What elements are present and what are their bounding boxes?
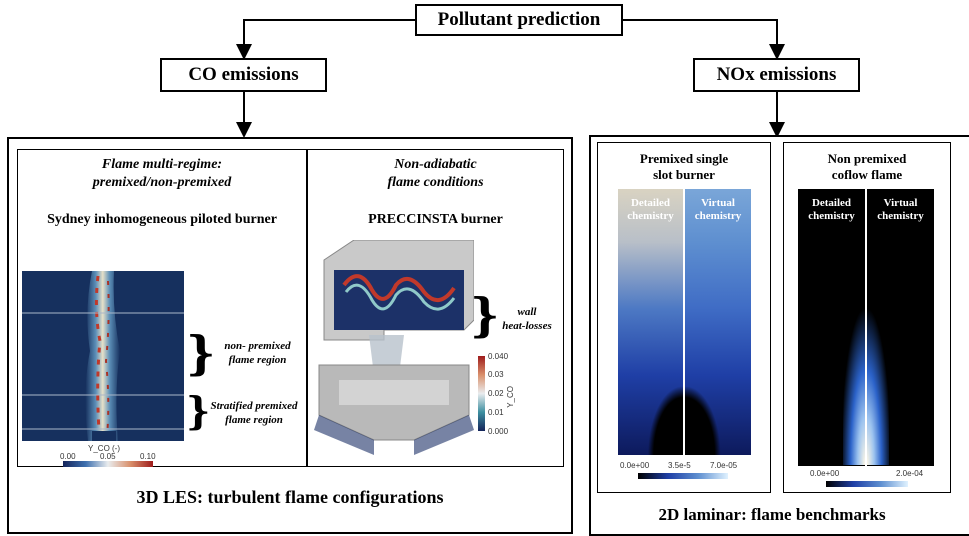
colorbar-tick: 0.0e+00: [810, 469, 840, 478]
sydney-burner-panel: Flame multi-regime: premixed/non-premixe…: [17, 149, 307, 467]
wall-annotation-line2: heat-losses: [502, 320, 552, 332]
detailed-chemistry-field: [618, 189, 683, 455]
curly-brace-icon: }: [186, 388, 211, 433]
virtual-chemistry-label-line2: chemistry: [877, 210, 924, 222]
divider-line: [865, 189, 867, 466]
panel-title-line2: premixed/non-premixed: [92, 175, 232, 190]
colorbar-tick: 0.05: [100, 452, 116, 461]
sydney-burner-name: Sydney inhomogeneous piloted burner: [47, 212, 277, 227]
nox-emissions-label: NOx emissions: [716, 64, 837, 85]
preccinsta-burner-panel: Non-adiabatic flame conditions PRECCINST…: [307, 149, 564, 467]
colorbar: [826, 481, 908, 487]
colorbar-tick: 0.040: [488, 352, 509, 361]
virtual-chemistry-label-line2: chemistry: [694, 210, 742, 222]
virtual-chemistry-label-line1: Virtual: [883, 197, 918, 209]
co-emissions-box: CO emissions: [160, 58, 327, 92]
colorbar-tick: 0.000: [488, 427, 509, 436]
virtual-chemistry-field: [685, 189, 751, 455]
curly-brace-icon: }: [186, 326, 216, 380]
curly-brace-icon: }: [470, 288, 500, 342]
co-section-caption: 3D LES: turbulent flame configurations: [136, 487, 444, 507]
colorbar-title: Y_CO (-): [88, 444, 120, 453]
detailed-chemistry-field: [798, 189, 865, 466]
panel-title-line1: Premixed single: [639, 151, 729, 166]
colorbar-tick: 3.5e-5: [668, 461, 691, 470]
preccinsta-burner-name: PRECCINSTA burner: [368, 212, 503, 227]
premixed-slot-burner-panel: Premixed single slot burner Detailed che…: [597, 142, 771, 493]
pollutant-prediction-box: Pollutant prediction: [415, 4, 623, 36]
colorbar-tick: 0.03: [488, 370, 504, 379]
stratified-annotation-line2: flame region: [225, 414, 283, 426]
virtual-chemistry-label-line1: Virtual: [701, 197, 735, 209]
non-premixed-annotation-line2: flame region: [228, 354, 287, 366]
divider-line: [683, 189, 685, 455]
panel-title-line1: Non-adiabatic: [394, 157, 477, 172]
colorbar: [638, 473, 728, 479]
panel-title-line1: Non premixed: [827, 151, 907, 166]
detailed-chemistry-label-line2: chemistry: [627, 210, 674, 222]
panel-title-line1: Flame multi-regime:: [101, 157, 223, 172]
colorbar-tick: 0.01: [488, 408, 504, 417]
panel-title-line2: flame conditions: [387, 175, 484, 190]
panel-title-line2: slot burner: [653, 167, 715, 182]
colorbar-tick: 7.0e-05: [710, 461, 738, 470]
virtual-chemistry-field: [867, 189, 934, 466]
coflow-flame-panel: Non premixed coflow flame Detailed chemi…: [783, 142, 951, 493]
nox-section-container: Premixed single slot burner Detailed che…: [589, 135, 969, 536]
nox-emissions-box: NOx emissions: [693, 58, 860, 92]
colorbar: [478, 356, 485, 431]
panel-title-line2: coflow flame: [831, 167, 903, 182]
non-premixed-annotation-line1: non- premixed: [224, 340, 291, 352]
colorbar-tick: 0.0e+00: [620, 461, 650, 470]
colorbar-tick: 2.0e-04: [896, 469, 924, 478]
preccinsta-les-field: [314, 240, 474, 455]
co-section-container: Flame multi-regime: premixed/non-premixe…: [7, 137, 573, 534]
colorbar-title: Y_CO: [506, 386, 515, 408]
colorbar-tick: 0.00: [60, 452, 76, 461]
nox-section-caption: 2D laminar: flame benchmarks: [658, 505, 886, 524]
sydney-les-field: [22, 271, 184, 441]
colorbar-tick: 0.02: [488, 389, 504, 398]
pollutant-prediction-label: Pollutant prediction: [437, 9, 601, 30]
wall-annotation-line1: wall: [517, 306, 537, 318]
detailed-chemistry-label-line2: chemistry: [808, 210, 855, 222]
stratified-annotation-line1: Stratified premixed: [210, 400, 298, 412]
detailed-chemistry-label-line1: Detailed: [811, 197, 852, 209]
colorbar-tick: 0.10: [140, 452, 156, 461]
co-emissions-label: CO emissions: [188, 64, 299, 85]
colorbar: [63, 461, 153, 467]
detailed-chemistry-label-line1: Detailed: [630, 197, 671, 209]
